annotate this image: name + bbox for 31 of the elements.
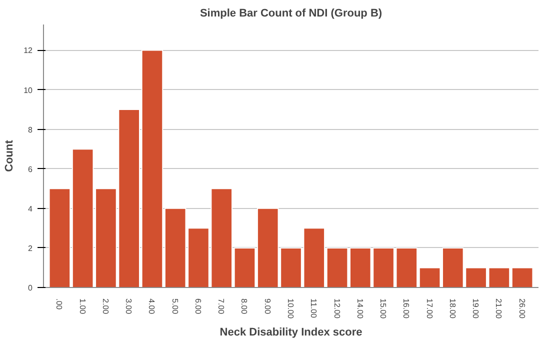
x-tick-label: 17.00 bbox=[424, 298, 434, 320]
x-tick-label: 9.00 bbox=[262, 298, 272, 315]
x-tick-label: 16.00 bbox=[402, 298, 411, 320]
x-tick-label: 14.00 bbox=[355, 298, 364, 320]
x-tick-label: 10.00 bbox=[286, 298, 295, 320]
x-tick-label: 4.00 bbox=[147, 298, 156, 315]
y-tick-label: 0 bbox=[28, 284, 34, 292]
x-axis-title: Neck Disability Index score bbox=[220, 326, 362, 339]
x-tick-label: 3.00 bbox=[124, 298, 134, 315]
y-axis-title: Count bbox=[4, 140, 16, 172]
x-tick-label: 8.00 bbox=[240, 298, 249, 315]
x-tick-label: 26.00 bbox=[517, 298, 526, 320]
x-tick-label: 19.00 bbox=[471, 298, 480, 320]
x-tick-label: 2.00 bbox=[100, 298, 110, 315]
y-tick-label: 6 bbox=[28, 164, 34, 174]
x-tick-label: 6.00 bbox=[193, 298, 202, 315]
x-tick-label: .00 bbox=[54, 298, 64, 310]
x-tick-label: 11.00 bbox=[309, 298, 318, 318]
y-tick-label: 2 bbox=[28, 244, 34, 253]
y-tick-label: 8 bbox=[28, 125, 34, 134]
chart-title: Simple Bar Count of NDI (Group B) bbox=[200, 8, 382, 20]
y-tick-label: 12 bbox=[24, 46, 34, 56]
x-tick-label: 7.00 bbox=[216, 298, 226, 315]
y-tick-label: 10 bbox=[24, 86, 34, 95]
x-tick-label: 18.00 bbox=[448, 298, 457, 320]
x-tick-label: 21.00 bbox=[494, 298, 504, 320]
x-tick-label: 15.00 bbox=[378, 298, 388, 320]
x-tick-label: 1.00 bbox=[78, 298, 87, 315]
x-tick-label: 5.00 bbox=[170, 298, 180, 315]
x-tick-label: 12.00 bbox=[332, 298, 342, 320]
y-tick-label: 4 bbox=[28, 204, 34, 214]
